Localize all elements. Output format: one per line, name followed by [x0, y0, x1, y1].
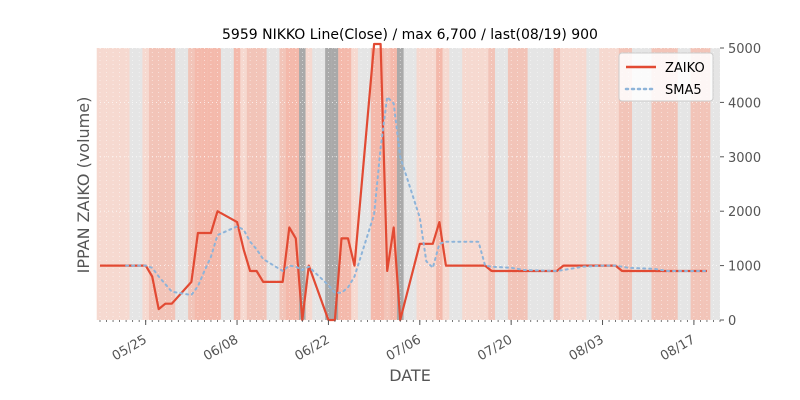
y-tick-label: 3000	[728, 151, 761, 166]
x-tick-label: 08/17	[658, 332, 698, 364]
x-tick-label: 07/06	[384, 332, 424, 364]
x-tick-label: 05/25	[110, 332, 150, 364]
series-layer	[100, 42, 708, 322]
series-line-zaiko	[100, 42, 707, 322]
grid	[99, 47, 721, 321]
y-tick-label: 1000	[728, 260, 761, 275]
y-tick-label: 0	[728, 314, 736, 329]
x-tick-label: 07/20	[475, 332, 515, 364]
x-axis-title: DATE	[389, 366, 431, 385]
series-line-sma5	[125, 96, 708, 296]
y-axis: 0 1000 2000 3000 4000 5000	[720, 42, 761, 329]
legend-label-sma5: SMA5	[665, 83, 702, 98]
legend-label-zaiko: ZAIKO	[665, 61, 705, 76]
background-bands	[96, 48, 711, 320]
legend-box	[618, 52, 714, 102]
x-tick-label: 06/08	[201, 332, 241, 364]
x-tick-label: 08/03	[567, 332, 607, 364]
legend: ZAIKO SMA5	[618, 52, 714, 102]
x-tick-label: 06/22	[292, 332, 332, 364]
x-axis: 05/25 06/08 06/22 07/06 07/20 08/03 08/17	[99, 320, 721, 364]
chart-title: 5959 NIKKO Line(Close) / max 6,700 / las…	[222, 27, 598, 43]
y-tick-label: 4000	[728, 96, 761, 111]
y-tick-label: 2000	[728, 205, 761, 220]
y-axis-title: IPPAN ZAIKO (volume)	[74, 97, 93, 274]
y-tick-label: 5000	[728, 42, 761, 57]
